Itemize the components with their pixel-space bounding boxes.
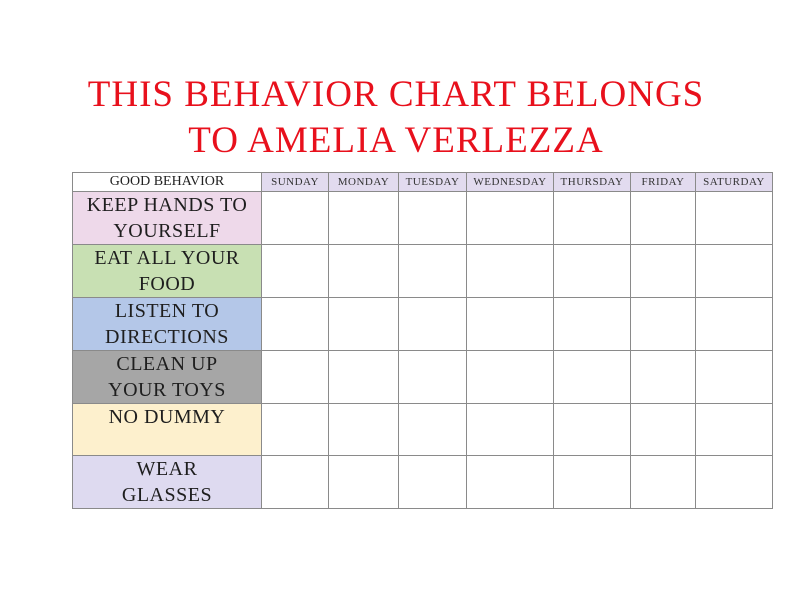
behavior-label-cell: LISTEN TO DIRECTIONS (72, 297, 262, 351)
day-header-friday: FRIDAY (630, 172, 696, 192)
checkbox-cell[interactable] (466, 455, 554, 509)
checkbox-cell[interactable] (261, 350, 329, 404)
checkbox-cell[interactable] (466, 350, 554, 404)
checkbox-cell[interactable] (398, 455, 467, 509)
checkbox-cell[interactable] (466, 297, 554, 351)
checkbox-cell[interactable] (466, 191, 554, 245)
checkbox-cell[interactable] (695, 244, 773, 298)
checkbox-cell[interactable] (398, 191, 467, 245)
checkbox-cell[interactable] (398, 297, 467, 351)
checkbox-cell[interactable] (553, 191, 631, 245)
checkbox-cell[interactable] (630, 403, 696, 456)
behavior-label-line-1: NO DUMMY (108, 406, 226, 428)
behavior-label-line-2: YOURSELF (113, 220, 221, 242)
behavior-label-line-1: WEAR (136, 458, 198, 480)
checkbox-cell[interactable] (630, 244, 696, 298)
checkbox-cell[interactable] (695, 191, 773, 245)
day-header-saturday: SATURDAY (695, 172, 773, 192)
checkbox-cell[interactable] (695, 297, 773, 351)
checkbox-cell[interactable] (553, 403, 631, 456)
checkbox-cell[interactable] (328, 403, 399, 456)
checkbox-cell[interactable] (398, 403, 467, 456)
behavior-label-line-2: YOUR TOYS (108, 379, 226, 401)
behavior-row: KEEP HANDS TO YOURSELF (72, 191, 773, 245)
behavior-label-cell: CLEAN UP YOUR TOYS (72, 350, 262, 404)
checkbox-cell[interactable] (466, 244, 554, 298)
behavior-row: LISTEN TO DIRECTIONS (72, 297, 773, 351)
behavior-label-line-1: EAT ALL YOUR (94, 247, 240, 269)
behavior-label-line-1: LISTEN TO (114, 300, 220, 322)
chart-title: THIS BEHAVIOR CHART BELONGS TO AMELIA VE… (0, 72, 792, 164)
checkbox-cell[interactable] (328, 350, 399, 404)
checkbox-cell[interactable] (398, 244, 467, 298)
checkbox-cell[interactable] (553, 297, 631, 351)
behavior-label-line-1: KEEP HANDS TO (86, 194, 248, 216)
checkbox-cell[interactable] (630, 191, 696, 245)
checkbox-cell[interactable] (553, 350, 631, 404)
checkbox-cell[interactable] (466, 403, 554, 456)
behavior-label-cell: KEEP HANDS TO YOURSELF (72, 191, 262, 245)
day-header-sunday: SUNDAY (261, 172, 329, 192)
chart-title-line-2: TO AMELIA VERLEZZA (188, 120, 604, 161)
checkbox-cell[interactable] (630, 455, 696, 509)
behavior-row: WEAR GLASSES (72, 455, 773, 509)
behavior-label-line-2: GLASSES (121, 484, 213, 506)
checkbox-cell[interactable] (553, 244, 631, 298)
day-header-wednesday: WEDNESDAY (466, 172, 554, 192)
behavior-label-line-2: DIRECTIONS (105, 326, 229, 348)
behavior-label-cell: NO DUMMY (72, 403, 262, 456)
day-header-thursday: THURSDAY (553, 172, 631, 192)
behavior-row: EAT ALL YOUR FOOD (72, 244, 773, 298)
behavior-label-cell: EAT ALL YOUR FOOD (72, 244, 262, 298)
checkbox-cell[interactable] (328, 191, 399, 245)
checkbox-cell[interactable] (261, 244, 329, 298)
checkbox-cell[interactable] (630, 350, 696, 404)
chart-title-line-1: THIS BEHAVIOR CHART BELONGS (87, 74, 705, 115)
behavior-rows: KEEP HANDS TO YOURSELF EAT ALL YOUR FOOD LIS… (72, 191, 773, 509)
header-row: GOOD BEHAVIOR SUNDAY MONDAY TUESDAY WEDN… (72, 172, 773, 192)
good-behavior-header: GOOD BEHAVIOR (72, 172, 262, 192)
checkbox-cell[interactable] (695, 350, 773, 404)
checkbox-cell[interactable] (328, 244, 399, 298)
behavior-label-line-2: FOOD (138, 273, 196, 295)
day-header-tuesday: TUESDAY (398, 172, 467, 192)
behavior-row: CLEAN UP YOUR TOYS (72, 350, 773, 404)
checkbox-cell[interactable] (328, 455, 399, 509)
checkbox-cell[interactable] (553, 455, 631, 509)
day-header-monday: MONDAY (328, 172, 399, 192)
checkbox-cell[interactable] (695, 403, 773, 456)
checkbox-cell[interactable] (695, 455, 773, 509)
checkbox-cell[interactable] (261, 191, 329, 245)
checkbox-cell[interactable] (261, 297, 329, 351)
behavior-chart-table: GOOD BEHAVIOR SUNDAY MONDAY TUESDAY WEDN… (72, 172, 773, 509)
checkbox-cell[interactable] (398, 350, 467, 404)
checkbox-cell[interactable] (328, 297, 399, 351)
behavior-row: NO DUMMY (72, 403, 773, 456)
checkbox-cell[interactable] (261, 403, 329, 456)
checkbox-cell[interactable] (630, 297, 696, 351)
behavior-label-line-1: CLEAN UP (116, 353, 218, 375)
checkbox-cell[interactable] (261, 455, 329, 509)
behavior-label-cell: WEAR GLASSES (72, 455, 262, 509)
